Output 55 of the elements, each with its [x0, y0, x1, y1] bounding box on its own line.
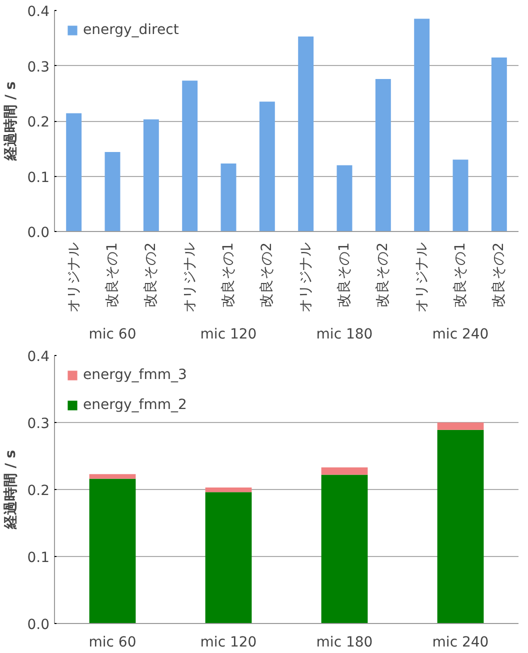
text: mic 180: [316, 326, 373, 342]
y-tick-label: 0.3: [27, 416, 50, 432]
bar: [336, 165, 352, 232]
text: mic 120: [200, 326, 257, 342]
x-tick-label: 改良その1: [104, 242, 120, 308]
bar: [143, 119, 159, 232]
y-axis-title: 経過時間 / s: [3, 81, 20, 162]
text: mic 240: [432, 326, 489, 342]
x-tick-label: 改良その2: [491, 242, 508, 308]
x-tick-label: オリジナル: [414, 242, 430, 312]
bar: [205, 487, 252, 492]
bar: [414, 18, 430, 232]
bar: [66, 113, 82, 232]
bar: [437, 422, 484, 430]
y-tick-label: 0.0: [27, 617, 50, 633]
x-tick-label: 改良その1: [452, 242, 468, 308]
bar: [491, 57, 507, 232]
x-tick-label: 改良その2: [143, 242, 160, 308]
y-tick-label: 0.3: [27, 59, 50, 76]
bar: [321, 467, 368, 475]
bar: [259, 102, 275, 232]
bar: [104, 152, 120, 232]
bar: [375, 79, 391, 232]
legend-label: energy_fmm_2: [83, 397, 187, 413]
bar: [205, 492, 252, 624]
x-tick-label: 改良その1: [336, 242, 352, 308]
x-tick-label: mic 240: [432, 634, 489, 650]
y-axis-title: 経過時間 / s: [3, 450, 20, 530]
x-tick-label: 改良その2: [259, 242, 276, 308]
x-tick-label: 改良その2: [375, 242, 392, 308]
x-tick-label: mic 180: [316, 634, 373, 650]
legend-label: energy_fmm_3: [83, 367, 187, 383]
x-tick-label: オリジナル: [66, 242, 82, 312]
x-tick-label: オリジナル: [182, 242, 198, 312]
x-tick-label: mic 120: [200, 634, 257, 650]
bar: [89, 474, 136, 479]
x-tick-label: オリジナル: [298, 242, 314, 312]
y-tick-label: 0.2: [27, 114, 50, 130]
y-tick-label: 0.2: [27, 483, 50, 499]
bar: [220, 164, 236, 232]
bar: [321, 474, 368, 624]
bar: [452, 160, 468, 232]
y-tick-label: 0.4: [27, 349, 50, 365]
legend-label: energy_direct: [83, 22, 179, 38]
y-tick-label: 0.0: [27, 225, 50, 241]
x-tick-label: mic 60: [88, 634, 136, 650]
bar: [182, 80, 198, 232]
text: mic 60: [88, 326, 136, 342]
bar: [298, 36, 314, 232]
y-tick-label: 0.4: [27, 4, 50, 20]
y-tick-label: 0.1: [27, 550, 50, 566]
bar: [437, 430, 484, 624]
y-tick-label: 0.1: [27, 170, 50, 186]
bar: [89, 478, 136, 624]
x-tick-label: 改良その1: [220, 242, 236, 308]
